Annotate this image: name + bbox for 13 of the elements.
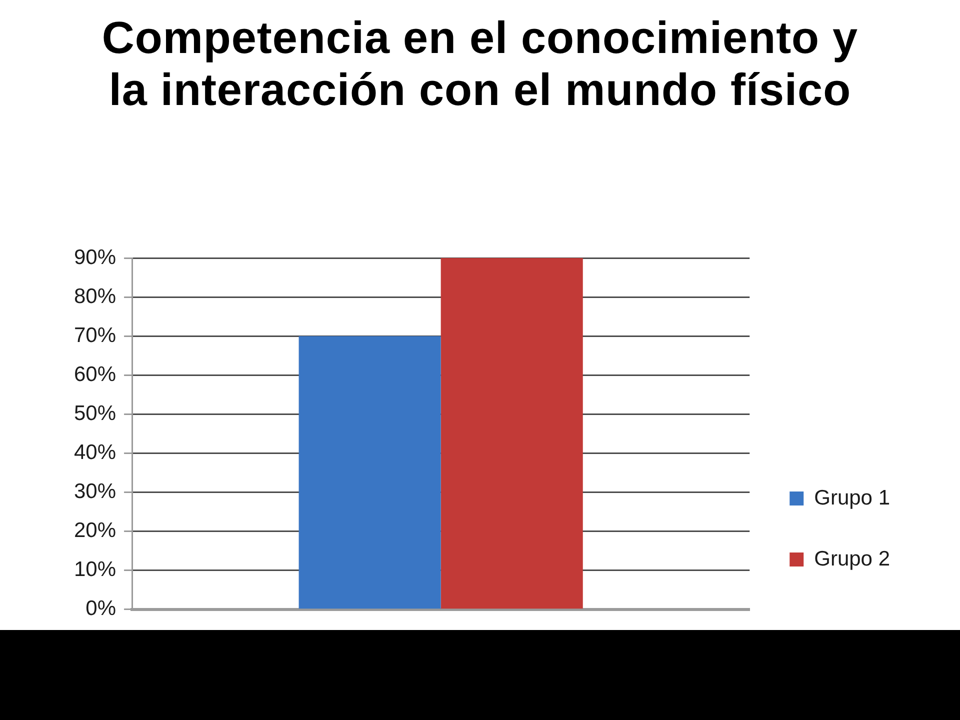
y-tick-label: 90% bbox=[74, 246, 116, 269]
y-tick-label: 40% bbox=[74, 441, 116, 464]
y-tick-label: 20% bbox=[74, 519, 116, 542]
chart-title: Competencia en el conocimiento y la interacción con el mundo físico bbox=[100, 12, 860, 116]
y-tick-label: 60% bbox=[74, 362, 116, 386]
y-tick-label: 30% bbox=[74, 480, 116, 504]
legend-label: Grupo 2 bbox=[814, 547, 890, 570]
legend-label: Grupo 1 bbox=[814, 486, 890, 510]
y-tick-label: 50% bbox=[74, 402, 116, 425]
y-tick-label: 80% bbox=[74, 284, 116, 308]
y-tick-label: 10% bbox=[74, 558, 116, 582]
y-tick-label: 70% bbox=[74, 324, 116, 347]
y-tick-label: 0% bbox=[86, 597, 116, 620]
